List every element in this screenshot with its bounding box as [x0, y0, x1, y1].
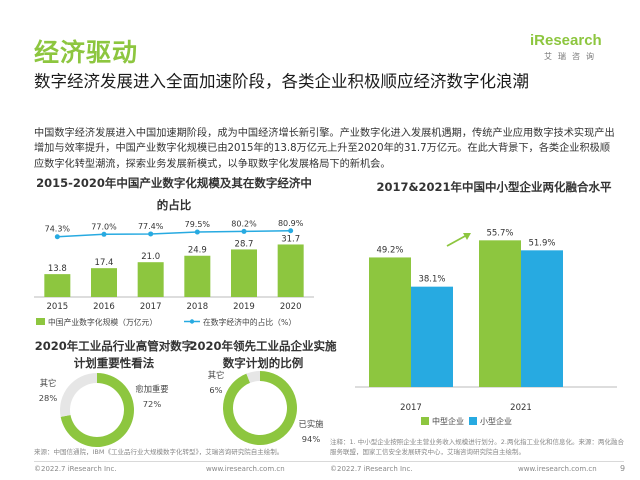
- chart1-legend-line-dot: [189, 319, 195, 324]
- chart1-title: 2015-2020年中国产业数字化规模及其在数字经济中的占比: [36, 176, 312, 212]
- page-subtitle: 数字经济发展进入全面加速阶段，各类企业积极顺应经济数字化浪潮: [34, 72, 529, 91]
- chart1-bar-2019: [231, 249, 257, 297]
- chart2-tick-2017: 2017: [400, 403, 422, 413]
- chart2-bar-label-2017-1: 38.1%: [418, 275, 445, 285]
- pie2-slice-value-0: 94%: [302, 434, 321, 444]
- chart1-bar-label-2018: 24.9: [188, 246, 207, 256]
- chart2-legend-medium-swatch: [421, 417, 429, 425]
- logo-subtext: 艾瑞咨询: [544, 52, 600, 61]
- chart1-tick-2019: 2019: [233, 302, 255, 312]
- chart2-growth-arrow-head: [463, 233, 471, 240]
- chart1-tick-2018: 2018: [187, 302, 209, 312]
- chart2-legend-small-swatch: [469, 417, 477, 425]
- chart1-bar-2015: [44, 274, 71, 297]
- chart2-tick-2021: 2021: [510, 403, 532, 413]
- pie2-title: 2020年领先工业品企业实施数字计划的比例: [189, 339, 337, 370]
- chart2-legend-medium-label: 中型企业: [432, 416, 464, 426]
- chart2-bar-label-2021-1: 51.9%: [528, 238, 555, 248]
- chart1-share-label-2019: 80.2%: [231, 219, 257, 228]
- chart1-share-line: [57, 230, 291, 238]
- logo-text: iResearch: [530, 32, 602, 49]
- chart2-bar-2021-0: [479, 240, 521, 387]
- chart1-share-label-2017: 77.4%: [138, 222, 164, 231]
- chart2-bar-label-2017-0: 49.2%: [376, 245, 403, 255]
- chart1-legend-bar-label: 中国产业数字化规模（万亿元）: [48, 317, 157, 327]
- footnote-left: 来源：中国信通院，IBM《工业品行业大规模数字化转型》，艾瑞咨询研究院自主绘制。: [34, 448, 284, 456]
- chart1-bar-2020: [277, 244, 304, 297]
- summary-paragraph: 中国数字经济发展进入中国加速期阶段，成为中国经济增长新引擎。产业数字化进入发展机…: [34, 128, 615, 170]
- chart1-share-point-2018: [194, 229, 200, 235]
- chart1-share-point-2020: [288, 228, 294, 234]
- pie2-slice-value-1: 6%: [209, 385, 222, 395]
- chart1-bar-2016: [91, 268, 117, 297]
- chart1-share-point-2017: [148, 231, 154, 237]
- chart2-growth-arrow-shaft: [446, 234, 468, 247]
- chart1-share-point-2019: [241, 228, 247, 234]
- chart1-tick-2016: 2016: [93, 302, 115, 312]
- pie1-title: 2020年工业品行业高管对数字计划重要性看法: [34, 339, 194, 370]
- chart1-share-label-2020: 80.9%: [278, 219, 304, 228]
- page-number: 9: [620, 464, 626, 473]
- chart1-share-point-2015: [54, 234, 60, 240]
- chart2-title: 2017&2021年中国中小型企业两化融合水平: [376, 180, 612, 194]
- page-title: 经济驱动: [34, 38, 139, 67]
- pie2-slice-label-0: 已实施: [299, 419, 324, 429]
- pie2-slice-label-1: 其它: [208, 370, 225, 380]
- chart2-bar-label-2021-0: 55.7%: [486, 228, 513, 238]
- chart1-tick-2015: 2015: [47, 302, 69, 312]
- pie1-executive-view: 愈加重要 72% 其它 28%: [39, 373, 169, 447]
- chart1-legend-bar-swatch: [36, 318, 45, 325]
- chart2-bar-2021-1: [521, 250, 563, 387]
- footer-left-url[interactable]: www.iresearch.com.cn: [206, 465, 285, 473]
- chart2-bar-2017-0: [369, 257, 411, 387]
- chart1-bar-label-2019: 28.7: [235, 239, 254, 249]
- chart1-bar-label-2015: 13.8: [48, 264, 67, 274]
- chart1-bar-2017: [137, 262, 164, 297]
- chart1-legend-line-label: 在数字经济中的占比（%）: [203, 317, 296, 327]
- chart2-two-integration-level: 49.2% 38.1% 2017 55.7% 51.9% 2021 中型企业 小型企业: [355, 228, 617, 426]
- chart1-bar-2018: [184, 255, 211, 297]
- chart1-share-label-2015: 74.3%: [45, 225, 71, 234]
- pie1-slice-value-0: 72%: [143, 399, 162, 409]
- chart1-share-label-2018: 79.5%: [185, 220, 211, 229]
- pie2-slice-1: [246, 371, 260, 383]
- pie2-slice-0: [223, 371, 297, 445]
- chart1-bar-label-2016: 17.4: [95, 258, 114, 268]
- footnote-right: 注释：1. 中小型企业按照企业主营业务收入规模进行划分。2.两化指工业化和信息化…: [330, 438, 624, 456]
- chart1-tick-2017: 2017: [140, 302, 162, 312]
- footer-right-copyright: ©2022.7 iResearch Inc.: [330, 465, 413, 473]
- pie1-slice-label-1: 其它: [40, 378, 57, 388]
- chart1-bar-label-2020: 31.7: [281, 234, 300, 244]
- footer-divider: [34, 461, 624, 462]
- chart1-share-label-2016: 77.0%: [91, 222, 117, 231]
- chart2-bar-2017-1: [411, 286, 453, 387]
- footer-left-copyright: ©2022.7 iResearch Inc.: [34, 465, 117, 473]
- chart1-industry-digitalization: 13.8 2015 17.4 2016 21.0 2017 24.9 2018 28.7 2019…: [34, 219, 314, 327]
- pie1-slice-value-1: 28%: [39, 393, 58, 403]
- chart1-bar-label-2017: 21.0: [141, 252, 160, 262]
- iresearch-logo: iResearch 艾瑞咨询: [526, 32, 622, 66]
- footer-right-url[interactable]: www.iresearch.com.cn: [518, 465, 597, 473]
- pie1-slice-label-0: 愈加重要: [135, 384, 168, 394]
- pie2-implementation-ratio: 已实施 94% 其它 6%: [208, 370, 324, 445]
- chart1-share-point-2016: [101, 231, 107, 237]
- chart2-legend-small-label: 小型企业: [480, 416, 512, 426]
- chart1-tick-2020: 2020: [280, 302, 302, 312]
- pie1-slice-1: [60, 373, 97, 417]
